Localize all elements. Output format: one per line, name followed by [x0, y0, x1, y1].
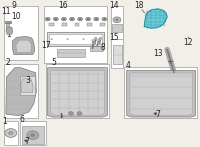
Text: 7: 7 — [24, 137, 29, 146]
Circle shape — [94, 37, 97, 39]
Circle shape — [99, 37, 101, 39]
Circle shape — [115, 19, 119, 21]
Bar — [4, 64, 38, 118]
Circle shape — [45, 17, 50, 21]
Polygon shape — [48, 68, 107, 117]
Polygon shape — [144, 9, 167, 28]
Polygon shape — [6, 27, 13, 34]
Text: 10: 10 — [11, 12, 21, 21]
Bar — [100, 23, 105, 26]
Circle shape — [63, 18, 65, 20]
Circle shape — [71, 18, 73, 20]
Circle shape — [27, 131, 39, 140]
Circle shape — [69, 17, 75, 21]
Bar — [5, 21, 11, 23]
Circle shape — [69, 112, 73, 115]
Circle shape — [77, 112, 82, 115]
Bar — [87, 23, 92, 26]
Bar — [20, 76, 35, 95]
Bar — [47, 32, 104, 46]
Circle shape — [5, 129, 17, 137]
Bar — [124, 67, 197, 118]
Bar — [46, 64, 109, 118]
Text: 4: 4 — [126, 61, 131, 70]
Bar — [112, 24, 122, 32]
Text: 15: 15 — [109, 34, 119, 42]
Bar — [6, 22, 9, 28]
Bar — [4, 121, 18, 145]
Text: 9: 9 — [12, 1, 17, 10]
Text: 11: 11 — [1, 7, 11, 16]
Bar — [4, 6, 38, 60]
Circle shape — [103, 18, 106, 20]
Circle shape — [98, 38, 101, 40]
Circle shape — [55, 18, 57, 20]
Polygon shape — [16, 40, 32, 52]
Bar — [111, 6, 123, 39]
Circle shape — [10, 132, 12, 134]
Circle shape — [92, 40, 94, 41]
Circle shape — [66, 38, 69, 40]
Bar — [75, 23, 79, 26]
Circle shape — [113, 17, 121, 23]
Bar — [49, 34, 102, 45]
Bar — [90, 40, 103, 51]
Text: 3: 3 — [25, 76, 30, 85]
Circle shape — [53, 17, 58, 21]
Text: 5: 5 — [51, 58, 56, 67]
Polygon shape — [12, 36, 35, 55]
Circle shape — [94, 17, 99, 21]
Text: 1: 1 — [59, 114, 62, 119]
Circle shape — [82, 38, 85, 40]
Text: 13: 13 — [153, 49, 163, 58]
Circle shape — [8, 131, 13, 135]
Circle shape — [78, 17, 83, 21]
Bar — [62, 23, 67, 26]
Text: 2: 2 — [5, 58, 10, 67]
Circle shape — [102, 17, 107, 21]
Text: 7: 7 — [156, 110, 161, 119]
Text: 17: 17 — [41, 41, 51, 50]
Text: 12: 12 — [183, 38, 193, 47]
Bar — [49, 23, 54, 26]
Circle shape — [30, 133, 35, 137]
Text: 8: 8 — [100, 43, 105, 52]
Bar — [57, 49, 85, 57]
Circle shape — [86, 17, 91, 21]
Bar — [44, 6, 107, 63]
Circle shape — [95, 18, 98, 20]
Text: 1: 1 — [59, 113, 62, 118]
Polygon shape — [130, 73, 192, 115]
Circle shape — [50, 38, 53, 40]
Bar — [111, 39, 123, 69]
Text: 16: 16 — [58, 1, 67, 10]
Bar — [20, 121, 46, 145]
Polygon shape — [22, 126, 44, 144]
Circle shape — [46, 18, 49, 20]
Circle shape — [92, 42, 94, 44]
Text: 1: 1 — [2, 117, 7, 126]
Polygon shape — [6, 68, 36, 116]
Circle shape — [79, 18, 81, 20]
Circle shape — [61, 17, 66, 21]
Text: 6: 6 — [19, 115, 24, 125]
Circle shape — [87, 18, 89, 20]
Polygon shape — [51, 71, 104, 115]
Circle shape — [97, 40, 99, 41]
Text: 14: 14 — [109, 1, 119, 10]
Bar — [113, 45, 122, 64]
Polygon shape — [21, 79, 33, 92]
Text: 18: 18 — [135, 1, 144, 10]
Polygon shape — [127, 71, 196, 117]
